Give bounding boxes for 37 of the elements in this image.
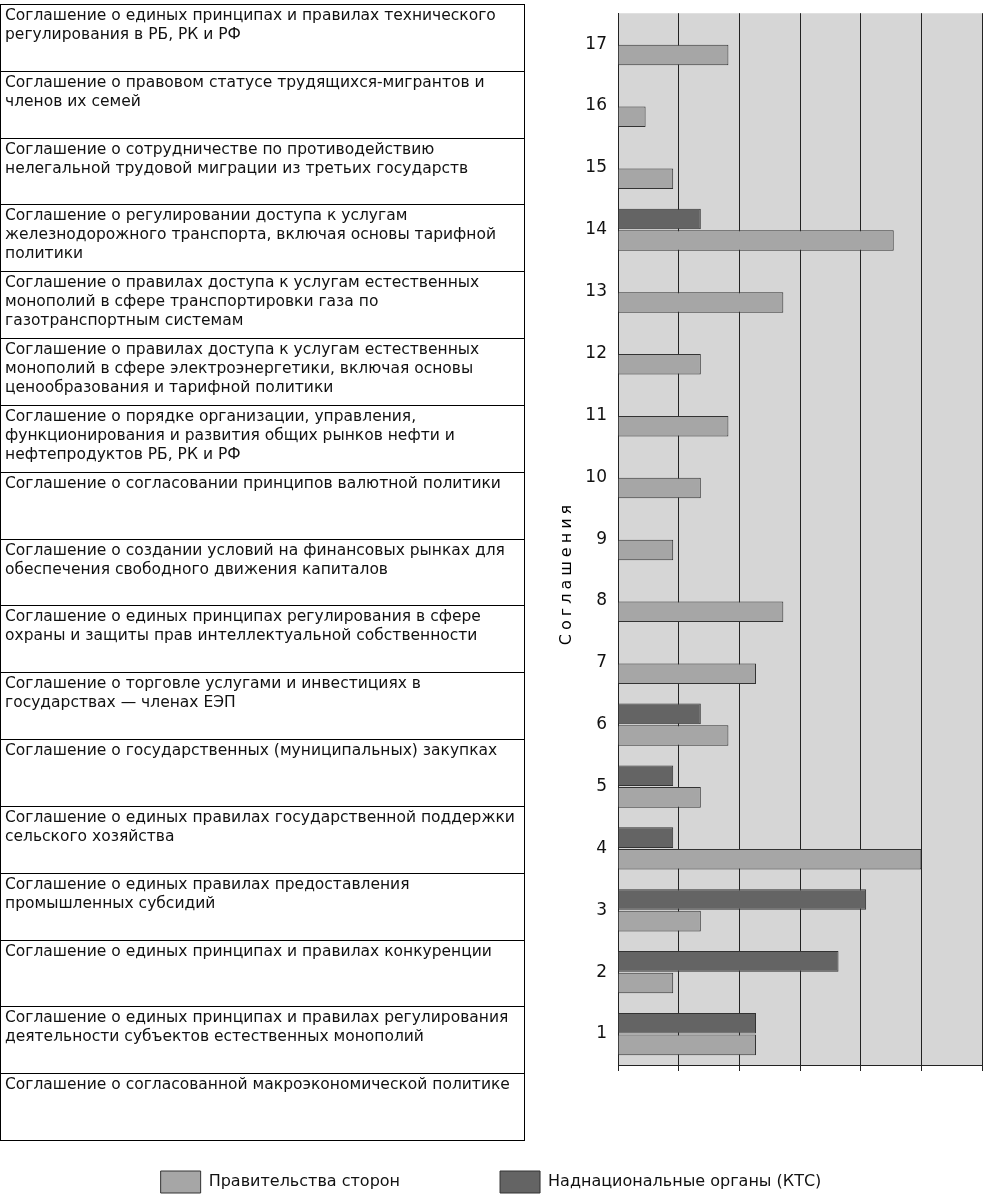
text: Соглашение о единых принципах и правилах технического регулирования в РБ, РК и РФ [0, 5, 525, 72]
text: Соглашение о порядке организации, управления, функционирования и развития общих рынков нефти и нефтепродуктов РБ, РК и РФ [0, 405, 525, 473]
text: Соглашение о торговле услугами и инвестициях в государствах — членах ЕЭП [0, 673, 525, 741]
y-tick-label: 16 [585, 94, 607, 115]
text: Соглашение о единых принципах и правилах конкуренции [0, 940, 525, 1008]
text: Соглашение о правовом статусе трудящихся-мигрантов и членов их семей [0, 71, 525, 139]
y-tick-label: 4 [596, 836, 607, 857]
legend-label: Правительства сторон [208, 1171, 401, 1191]
y-tick-label: 13 [585, 280, 607, 301]
legend-label: Наднациональные органы (КТС) [548, 1171, 822, 1191]
y-tick-label: 3 [596, 898, 607, 919]
y-tick-label: 2 [596, 960, 607, 981]
y-tick-label: 11 [585, 403, 607, 424]
text: Соглашение о единых правилах предоставления промышленных субсидий [0, 873, 525, 941]
text: Соглашение о правилах доступа к услугам естественных монополий в сфере транспортировки газа по газотранспортным системам [0, 272, 525, 340]
text: Соглашение о единых правилах государственной поддержки сельского хозяйства [0, 806, 525, 874]
y-tick-label: 12 [585, 341, 607, 362]
text: Соглашение о сотрудничестве по противодействию нелегальной трудовой миграции из третьих государств [0, 138, 525, 206]
y-tick-label: 14 [585, 218, 607, 239]
text: Соглашение о согласованной макроэкономической политике [0, 1074, 525, 1142]
y-tick-label: 7 [596, 651, 607, 672]
y-tick-label: 5 [596, 775, 607, 795]
text: Соглашение о единых принципах регулирования в сфере охраны и защиты прав интеллектуальной собственности [0, 606, 525, 674]
y-tick-label: 15 [585, 156, 607, 177]
y-tick-label: 10 [585, 465, 607, 486]
text: Соглашение о единых принципах и правилах регулирования деятельности субъектов естественных монополий [0, 1007, 525, 1075]
y-tick-label: 1 [596, 1022, 607, 1043]
y-tick-label: 17 [585, 32, 607, 53]
y-tick-label: 9 [596, 527, 607, 548]
text: Соглашение о правилах доступа к услугам естественных монополий в сфере электроэнергетики, включая основы ценообразования и тарифной политики [0, 339, 525, 406]
y-tick-label: 8 [596, 589, 607, 610]
y-axis-title: Соглашения [555, 500, 575, 646]
y-tick-label: 6 [596, 713, 607, 734]
text: Соглашение о регулировании доступа к услугам железнодорожного транспорта, включая основы тарифной политики [0, 205, 525, 273]
text: Соглашение о создании условий на финансовых рынках для обеспечения свободного движения капиталов [0, 539, 525, 607]
text: Соглашение о согласовании принципов валютной политики [0, 472, 525, 540]
text: Соглашение о государственных (муниципальных) закупках [0, 740, 525, 807]
